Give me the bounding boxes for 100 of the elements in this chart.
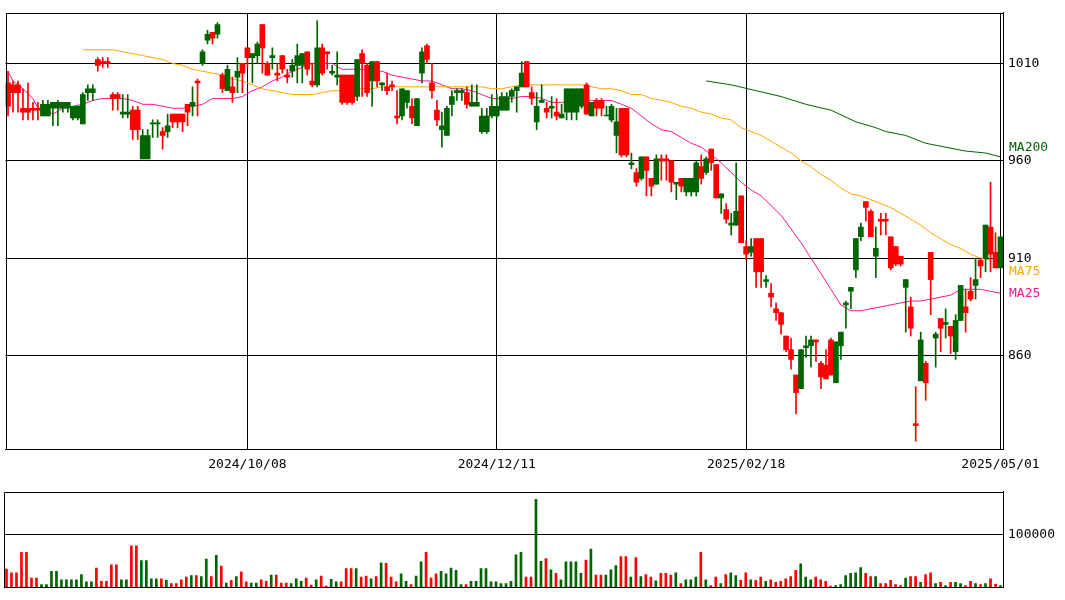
bar bbox=[879, 583, 882, 588]
y-tick-label: 960 bbox=[1008, 152, 1032, 168]
bar bbox=[224, 582, 228, 588]
bar bbox=[10, 572, 13, 588]
bar bbox=[50, 570, 53, 588]
bar bbox=[70, 579, 73, 588]
x-tick-label: 2024/12/11 bbox=[457, 456, 536, 472]
bar bbox=[319, 575, 323, 588]
bar bbox=[919, 582, 922, 588]
candlestick bbox=[718, 193, 725, 214]
bar bbox=[769, 579, 773, 588]
bar bbox=[175, 583, 178, 588]
bar bbox=[284, 582, 288, 588]
bar bbox=[204, 558, 208, 588]
bar bbox=[229, 579, 233, 588]
x-tick-label: 2025/05/01 bbox=[961, 456, 1040, 472]
bar bbox=[984, 583, 987, 588]
bar bbox=[954, 582, 957, 588]
bar bbox=[854, 572, 857, 588]
bar bbox=[95, 567, 98, 588]
bar bbox=[234, 576, 238, 588]
bar bbox=[764, 581, 768, 588]
bar bbox=[65, 579, 68, 588]
bar bbox=[294, 578, 298, 588]
series-label: MA200 bbox=[1009, 139, 1049, 155]
bar bbox=[759, 576, 763, 588]
bar bbox=[859, 567, 862, 588]
bar bbox=[744, 572, 748, 588]
x-tick-label: 2025/02/18 bbox=[707, 456, 786, 472]
bar bbox=[934, 583, 937, 588]
bar bbox=[679, 583, 683, 588]
bar bbox=[20, 551, 23, 588]
bar bbox=[5, 568, 8, 588]
bar bbox=[85, 581, 88, 588]
bar bbox=[889, 579, 892, 588]
bar bbox=[724, 574, 728, 588]
bar bbox=[949, 582, 952, 588]
bar bbox=[869, 576, 872, 588]
bar bbox=[814, 576, 818, 588]
bar bbox=[794, 569, 798, 588]
bar bbox=[189, 575, 193, 588]
bar bbox=[120, 579, 123, 588]
bar bbox=[184, 576, 188, 588]
bar bbox=[719, 583, 723, 588]
y-tick-label: 910 bbox=[1008, 249, 1032, 265]
bar bbox=[309, 584, 313, 588]
y-tick-label: 860 bbox=[1008, 346, 1032, 362]
candlestick bbox=[932, 331, 939, 368]
bar bbox=[130, 545, 133, 588]
bar bbox=[674, 572, 678, 588]
bar bbox=[989, 578, 992, 588]
candlestick bbox=[768, 283, 774, 308]
bar bbox=[35, 577, 38, 588]
bar bbox=[749, 579, 753, 588]
bar bbox=[115, 564, 118, 588]
bar bbox=[969, 581, 972, 588]
bar bbox=[779, 581, 783, 588]
bar bbox=[774, 582, 778, 588]
bar bbox=[249, 582, 253, 588]
bar bbox=[279, 582, 283, 588]
candlestick bbox=[902, 279, 909, 333]
bar bbox=[844, 575, 847, 588]
bar bbox=[864, 573, 867, 588]
bar bbox=[150, 578, 153, 588]
bar bbox=[904, 577, 907, 588]
bar bbox=[100, 581, 103, 588]
candlestick bbox=[763, 275, 769, 288]
bar bbox=[809, 579, 813, 588]
y-tick-label: 1010 bbox=[1008, 54, 1040, 70]
bar bbox=[684, 579, 688, 588]
bar bbox=[259, 579, 263, 588]
bar bbox=[199, 576, 203, 588]
bar bbox=[209, 576, 213, 588]
bar bbox=[754, 579, 758, 588]
bar bbox=[179, 579, 183, 588]
bar bbox=[789, 576, 793, 588]
bar bbox=[314, 579, 318, 588]
bar bbox=[80, 574, 83, 588]
bar bbox=[914, 576, 917, 588]
bar bbox=[299, 581, 303, 588]
y-tick-label: 100000 bbox=[1008, 525, 1055, 541]
bar bbox=[90, 581, 93, 588]
bar bbox=[125, 579, 128, 588]
bar bbox=[30, 577, 33, 588]
bar bbox=[799, 563, 803, 588]
bar bbox=[194, 575, 198, 588]
bar bbox=[839, 584, 842, 588]
bar bbox=[729, 572, 733, 588]
bar bbox=[45, 584, 48, 588]
bar bbox=[254, 582, 258, 588]
bar bbox=[979, 584, 982, 588]
bar bbox=[110, 564, 113, 588]
bar bbox=[824, 581, 828, 588]
candlestick bbox=[104, 57, 111, 68]
series-label: MA75 bbox=[1009, 262, 1041, 278]
bar bbox=[155, 578, 158, 588]
bar bbox=[784, 578, 788, 588]
bar bbox=[40, 584, 43, 588]
bar bbox=[289, 583, 293, 588]
bar bbox=[25, 551, 28, 588]
